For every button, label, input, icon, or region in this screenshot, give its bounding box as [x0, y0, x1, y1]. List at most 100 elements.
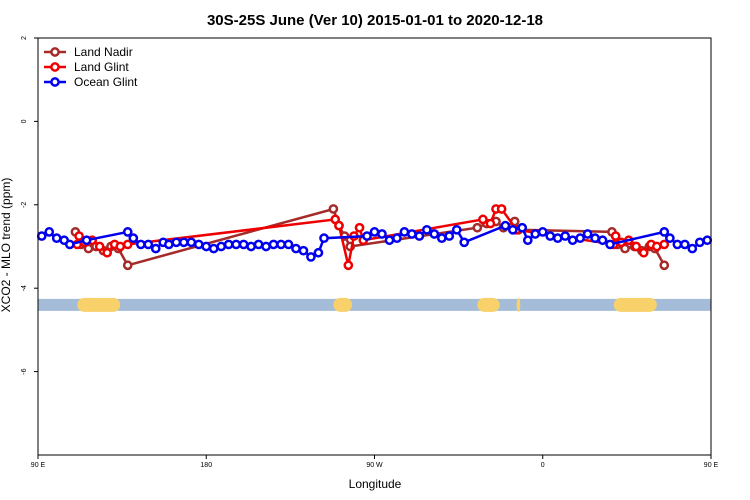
data-point — [122, 239, 133, 250]
data-point — [414, 231, 425, 241]
legend-label: Land Glint — [74, 60, 129, 74]
data-point — [74, 231, 84, 241]
data-point — [659, 260, 670, 271]
data-point — [530, 229, 541, 239]
data-point — [436, 233, 447, 244]
data-point — [517, 222, 528, 233]
data-point — [597, 235, 608, 246]
data-point — [672, 239, 683, 250]
data-point — [485, 218, 496, 229]
data-point — [261, 241, 271, 252]
data-point — [253, 239, 264, 250]
data-point — [164, 239, 174, 250]
y-tick-label: -6 — [21, 368, 28, 374]
legend-item: Land Glint — [44, 60, 129, 74]
data-point — [575, 233, 585, 244]
legend-marker — [50, 62, 60, 72]
series-ocean-glint — [36, 220, 713, 262]
data-point — [472, 222, 483, 233]
data-point — [128, 233, 139, 244]
land-span — [77, 297, 121, 312]
ocean-band — [38, 298, 711, 311]
land-span — [333, 297, 353, 312]
data-point — [369, 227, 380, 237]
data-point — [334, 220, 344, 231]
legend-marker — [50, 47, 60, 57]
legend-item: Ocean Glint — [44, 75, 138, 89]
data-point — [313, 247, 324, 258]
data-point — [208, 243, 219, 254]
data-point — [702, 235, 713, 246]
x-tick-label: 0 — [541, 462, 545, 469]
data-point — [362, 231, 372, 241]
data-point — [276, 239, 286, 250]
x-tick-label: 90 E — [704, 462, 719, 469]
data-point — [343, 260, 354, 271]
data-point — [186, 237, 197, 248]
data-point — [496, 204, 507, 214]
legend-label: Ocean Glint — [74, 75, 138, 89]
land-span — [613, 297, 657, 312]
data-point — [223, 239, 234, 250]
data-point — [122, 227, 133, 237]
data-point — [178, 237, 189, 248]
y-tick-label: 0 — [21, 119, 28, 123]
data-point — [246, 241, 256, 252]
legend-label: Land Nadir — [74, 45, 133, 59]
data-point — [231, 239, 242, 250]
data-point — [605, 239, 615, 250]
legend-item: Land Nadir — [44, 45, 133, 59]
data-point — [298, 245, 309, 256]
data-point — [283, 239, 294, 250]
y-axis-label: XCO2 - MLO trend (ppm) — [0, 178, 13, 313]
data-point — [377, 229, 387, 239]
data-point — [115, 241, 126, 252]
data-point — [51, 233, 62, 244]
data-point — [631, 241, 642, 252]
axes: 90 E 180 90 W 0 90 E 2 0 -2 -4 -6 — [21, 36, 719, 469]
series-layer — [36, 204, 713, 271]
data-point — [122, 260, 133, 271]
data-point — [507, 224, 518, 235]
data-point — [659, 227, 670, 237]
y-tick-label: 2 — [21, 36, 28, 40]
data-point — [201, 241, 212, 252]
land-span — [477, 297, 500, 312]
data-point — [610, 231, 621, 241]
data-point — [135, 239, 146, 250]
data-point — [552, 233, 563, 244]
data-point — [44, 227, 55, 237]
land-ocean-band — [38, 297, 711, 312]
data-point — [459, 237, 470, 248]
x-tick-label: 90 W — [366, 462, 383, 469]
data-point — [36, 231, 47, 241]
data-point — [193, 239, 204, 250]
data-point — [665, 233, 675, 244]
data-point — [651, 241, 662, 252]
data-point — [306, 252, 316, 262]
data-point — [392, 233, 402, 244]
x-tick-label: 90 E — [31, 462, 46, 469]
data-point — [81, 235, 92, 246]
chart-title: 30S-25S June (Ver 10) 2015-01-01 to 2020… — [207, 12, 543, 29]
data-point — [421, 224, 432, 235]
legend-marker — [50, 77, 60, 87]
data-point — [522, 235, 533, 246]
data-point — [590, 233, 600, 244]
x-axis-label: Longitude — [349, 477, 402, 491]
data-point — [537, 227, 548, 237]
data-point — [171, 237, 182, 248]
data-point — [384, 235, 395, 246]
land-span — [516, 297, 521, 312]
x-tick-label: 180 — [200, 462, 212, 469]
data-point — [451, 224, 462, 235]
data-point — [102, 247, 113, 258]
data-point — [216, 241, 227, 252]
data-point — [291, 243, 301, 254]
data-point — [560, 231, 571, 241]
data-point — [354, 222, 365, 233]
y-tick-label: -4 — [21, 285, 28, 291]
data-point — [238, 239, 249, 250]
